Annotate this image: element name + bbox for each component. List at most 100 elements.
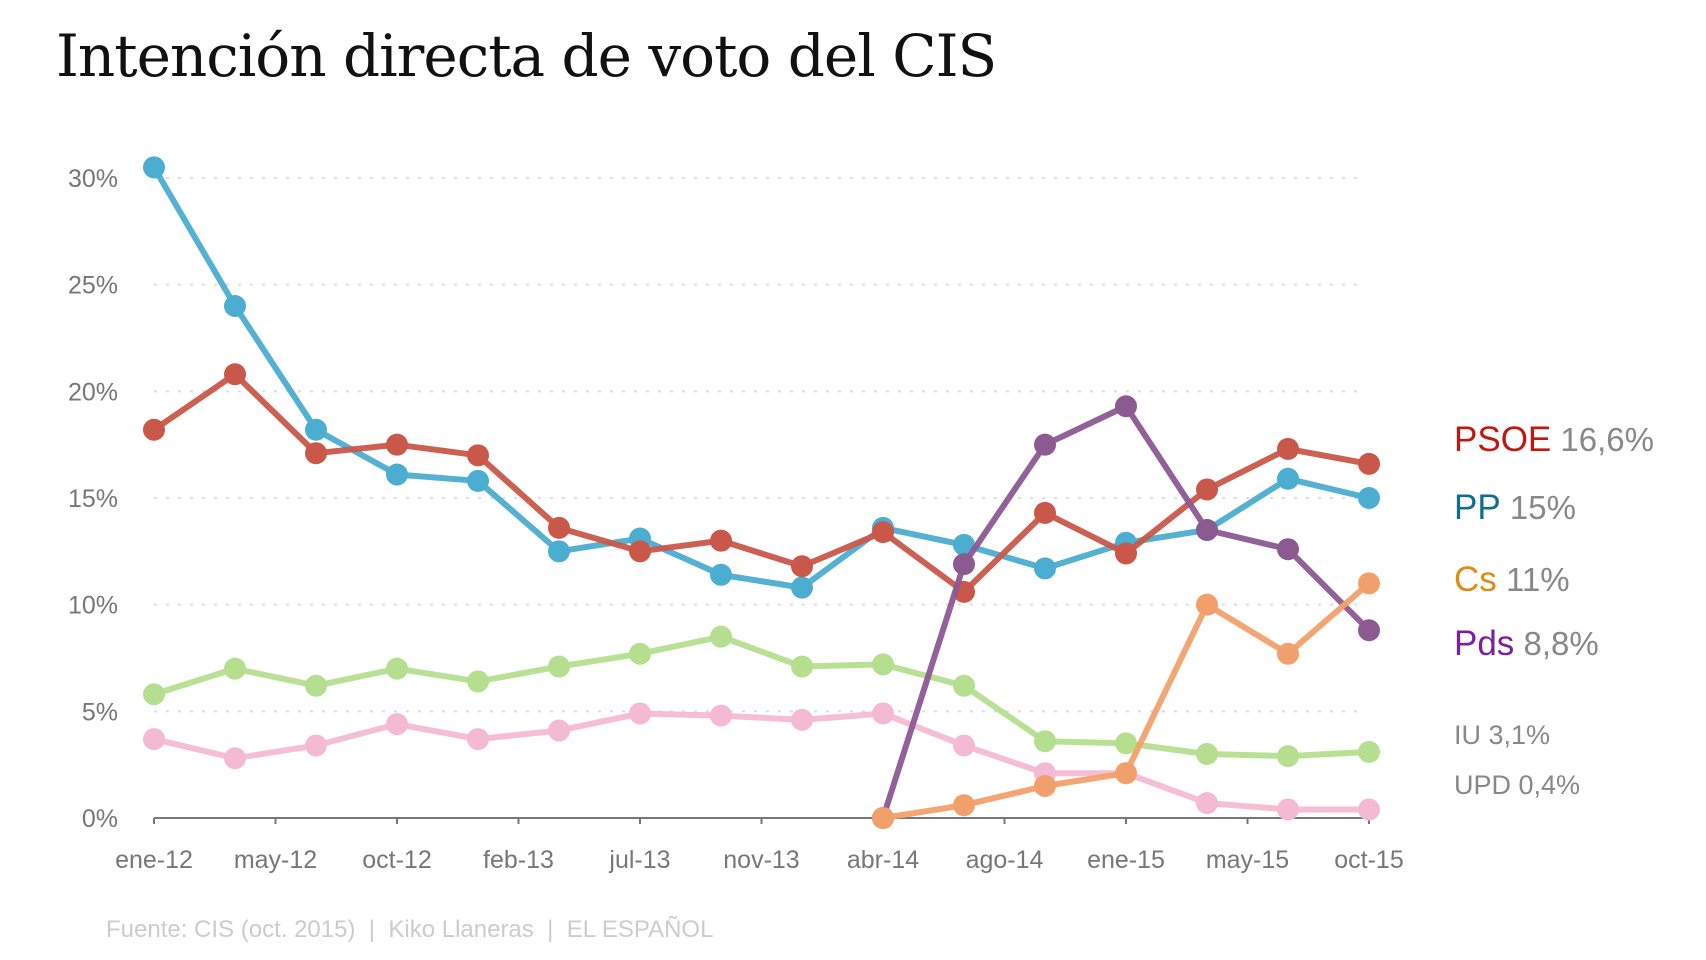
x-tick-label: may-15 [1206, 846, 1289, 874]
data-point-iu [1277, 745, 1299, 768]
data-point-upd [1358, 798, 1380, 821]
data-point-upd [1196, 792, 1218, 815]
legend-series-value: 15% [1500, 489, 1576, 526]
data-point-psoe [1277, 437, 1299, 460]
data-point-iu [1358, 740, 1380, 763]
x-tick-label: jul-13 [608, 846, 670, 874]
data-point-upd [143, 728, 165, 751]
data-point-psoe [1196, 478, 1218, 501]
data-point-pds [1277, 538, 1299, 561]
data-point-psoe [548, 516, 570, 539]
data-point-upd [872, 702, 894, 725]
data-point-cs [953, 794, 975, 817]
data-point-pp [1034, 557, 1056, 580]
data-point-pp [548, 540, 570, 563]
data-point-upd [629, 702, 651, 725]
data-point-iu [386, 657, 408, 680]
data-point-cs [872, 807, 894, 829]
data-point-iu [548, 655, 570, 678]
data-point-upd [548, 719, 570, 742]
data-point-iu [143, 683, 165, 706]
x-tick-label: feb-13 [483, 846, 554, 874]
data-point-pds [953, 553, 975, 576]
legend-series-name: Pds [1454, 624, 1515, 663]
data-point-iu [467, 670, 489, 693]
x-tick-label: nov-13 [723, 846, 799, 874]
legend-series-value: 0,4% [1511, 770, 1581, 800]
data-point-upd [953, 734, 975, 757]
data-point-upd [1277, 798, 1299, 821]
chart-title: Intención directa de voto del CIS [56, 22, 997, 90]
x-tick-label: oct-15 [1334, 846, 1403, 874]
data-point-upd [710, 704, 732, 727]
data-point-psoe [1358, 452, 1380, 475]
data-point-cs [1034, 775, 1056, 797]
data-point-pp [1358, 487, 1380, 509]
legend-series-name: UPD [1454, 770, 1512, 800]
data-point-upd [386, 713, 408, 736]
data-point-iu [1115, 732, 1137, 755]
x-tick-label: oct-12 [362, 846, 431, 874]
data-point-iu [872, 653, 894, 676]
data-point-cs [1358, 572, 1380, 595]
data-point-pds [1034, 433, 1056, 456]
legend-item-upd: UPD 0,4% [1454, 770, 1580, 801]
data-point-psoe [1034, 501, 1056, 524]
legend-series-name: PP [1454, 488, 1501, 527]
data-point-upd [467, 728, 489, 751]
legend-item-psoe: PSOE 16,6% [1454, 420, 1654, 460]
data-point-pp [143, 156, 165, 179]
x-tick-label: ene-12 [115, 846, 193, 874]
data-point-psoe [305, 442, 327, 465]
data-point-iu [953, 674, 975, 697]
y-tick-label: 10% [68, 592, 118, 620]
data-point-psoe [467, 444, 489, 467]
data-point-pds [1196, 519, 1218, 541]
legend-item-iu: IU 3,1% [1454, 720, 1550, 751]
data-point-pds [1115, 395, 1137, 418]
data-point-iu [1034, 730, 1056, 753]
y-tick-label: 30% [68, 165, 118, 193]
data-point-iu [305, 674, 327, 697]
data-point-pp [386, 463, 408, 486]
legend-series-value: 8,8% [1514, 625, 1599, 662]
series-line-upd [153, 710, 1369, 813]
data-point-iu [1196, 743, 1218, 765]
y-tick-label: 5% [82, 698, 118, 726]
data-point-psoe [710, 529, 732, 552]
x-tick-label: may-12 [234, 846, 317, 874]
data-point-upd [224, 747, 246, 770]
data-point-psoe [872, 521, 894, 544]
legend-series-value: 16,6% [1551, 421, 1655, 458]
data-point-cs [1196, 593, 1218, 616]
legend-series-name: PSOE [1454, 420, 1552, 459]
x-tick-label: ago-14 [966, 846, 1044, 874]
data-point-pp [305, 418, 327, 441]
y-tick-label: 15% [68, 485, 118, 513]
y-tick-label: 0% [82, 805, 118, 833]
data-point-psoe [143, 418, 165, 441]
y-tick-label: 20% [68, 378, 118, 406]
legend-series-value: 3,1% [1481, 720, 1551, 750]
data-point-psoe [224, 363, 246, 386]
data-point-iu [224, 657, 246, 680]
data-point-pp [1277, 467, 1299, 490]
data-point-iu [710, 625, 732, 648]
source-note: Fuente: CIS (oct. 2015) | Kiko Llaneras … [106, 916, 714, 943]
data-point-pp [791, 576, 813, 599]
legend-item-cs: Cs 11% [1454, 560, 1570, 600]
data-point-psoe [791, 555, 813, 578]
data-point-iu [629, 642, 651, 665]
series-line-pp [151, 165, 1370, 591]
legend-item-pds: Pds 8,8% [1454, 624, 1599, 664]
data-point-upd [305, 734, 327, 757]
x-tick-label: ene-15 [1087, 846, 1165, 874]
data-point-cs [1115, 762, 1137, 785]
data-point-psoe [1115, 542, 1137, 565]
data-point-upd [791, 708, 813, 731]
series-line-psoe [152, 371, 1370, 595]
data-point-psoe [629, 540, 651, 563]
series-line-iu [153, 633, 1370, 760]
legend-series-value: 11% [1496, 561, 1570, 598]
y-tick-label: 25% [68, 272, 118, 300]
